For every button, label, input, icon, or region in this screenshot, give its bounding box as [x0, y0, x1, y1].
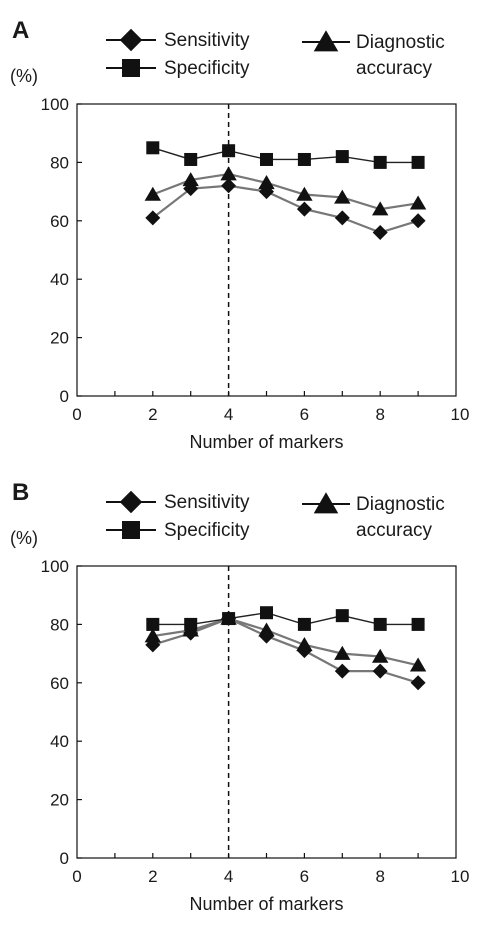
y-tick-label: 20: [50, 791, 69, 810]
data-point-triangle: [372, 648, 389, 663]
data-point-triangle: [334, 645, 351, 660]
data-point-diamond: [372, 663, 388, 679]
series-line-triangle: [152, 172, 419, 211]
y-tick-label: 80: [50, 153, 69, 172]
data-point-diamond: [221, 178, 237, 194]
data-point-triangle: [334, 189, 351, 204]
legend-label: Specificity: [164, 58, 250, 79]
data-point-diamond: [410, 675, 426, 691]
x-tick-label: 0: [72, 405, 81, 424]
data-point-diamond: [296, 201, 312, 217]
x-tick-label: 8: [375, 405, 384, 424]
data-point-square: [184, 617, 198, 631]
data-point-square: [260, 152, 273, 166]
data-point-diamond: [372, 224, 388, 240]
legend-marker-square: [122, 521, 140, 539]
data-point-triangle: [258, 175, 275, 190]
data-point-diamond: [183, 181, 199, 197]
chart-panel-b: B (%) 0 20 40 60 80 100 0 2 4 6 8 10 Number of markers…: [0, 462, 497, 923]
data-point-diamond: [145, 210, 161, 226]
x-tick-label: 4: [224, 405, 233, 424]
x-axis-label: Number of markers: [189, 432, 343, 452]
data-point-square: [335, 609, 349, 623]
legend-marker-diamond: [119, 28, 143, 52]
x-axis-label: Number of markers: [189, 894, 343, 914]
data-point-diamond: [259, 628, 274, 644]
data-point-square: [373, 155, 387, 169]
data-point-square: [146, 141, 160, 155]
chart-panel-a: A (%) 0 20 40 60 80 100 0 2 4 6 8 10 Number of markers…: [0, 0, 497, 461]
y-tick-label: 20: [50, 329, 69, 348]
y-tick-label: 60: [50, 674, 69, 693]
x-tick-label: 2: [148, 405, 157, 424]
y-tick-label: 0: [60, 387, 69, 406]
data-point-square: [184, 152, 198, 166]
data-point-triangle: [144, 186, 161, 201]
data-point-square: [260, 606, 273, 620]
legend-marker-triangle: [313, 492, 339, 514]
data-point-diamond: [334, 210, 350, 226]
data-point-diamond: [259, 184, 274, 200]
y-tick-label: 100: [41, 95, 69, 114]
chart-a-svg: A (%) 0 20 40 60 80 100 0 2 4 6 8 10 Number of markers…: [10, 17, 470, 452]
data-point-triangle: [372, 201, 389, 216]
legend-label: Diagnostic accuracy: [356, 494, 445, 541]
y-unit-label: (%): [10, 66, 38, 86]
data-point-triangle: [182, 172, 199, 187]
y-tick-label: 80: [50, 615, 69, 634]
legend-label: Sensitivity: [164, 30, 250, 51]
y-tick-label: 0: [60, 849, 69, 868]
x-tick-label: 6: [300, 867, 309, 886]
plot-frame: [76, 103, 457, 397]
data-point-diamond: [410, 213, 426, 229]
data-point-square: [411, 155, 425, 169]
x-tick-label: 10: [451, 867, 470, 886]
legend-marker-diamond: [119, 490, 143, 514]
panel-label: A: [12, 17, 29, 44]
x-tick-label: 8: [375, 867, 384, 886]
chart-b-svg: B (%) 0 20 40 60 80 100 0 2 4 6 8 10 Number of markers…: [10, 479, 470, 914]
data-point-square: [373, 617, 387, 631]
y-tick-label: 40: [50, 270, 69, 289]
legend-marker-square: [122, 59, 140, 77]
x-tick-label: 0: [72, 867, 81, 886]
x-tick-label: 10: [451, 405, 470, 424]
y-tick-label: 60: [50, 212, 69, 231]
data-point-triangle: [144, 628, 161, 643]
data-point-square: [411, 617, 425, 631]
y-unit-label: (%): [10, 528, 38, 548]
data-point-square: [297, 617, 311, 631]
legend-label: Specificity: [164, 520, 250, 541]
y-tick-label: 40: [50, 732, 69, 751]
data-point-triangle: [296, 186, 313, 201]
data-point-triangle: [409, 657, 427, 672]
data-point-triangle: [409, 195, 427, 210]
data-point-square: [297, 152, 311, 166]
data-point-square: [146, 617, 160, 631]
data-point-square: [222, 144, 236, 158]
x-tick-label: 2: [148, 867, 157, 886]
data-point-square: [335, 150, 349, 164]
data-point-diamond: [296, 643, 312, 659]
legend-marker-triangle: [313, 30, 339, 52]
legend-label: Diagnostic accuracy: [356, 32, 445, 79]
panel-label: B: [12, 479, 29, 506]
y-tick-label: 100: [41, 557, 69, 576]
data-point-diamond: [145, 637, 161, 653]
data-point-diamond: [334, 663, 350, 679]
x-tick-label: 4: [224, 867, 233, 886]
data-point-square: [222, 612, 236, 626]
data-point-triangle: [220, 166, 237, 181]
legend-label: Sensitivity: [164, 492, 250, 513]
x-tick-label: 6: [300, 405, 309, 424]
